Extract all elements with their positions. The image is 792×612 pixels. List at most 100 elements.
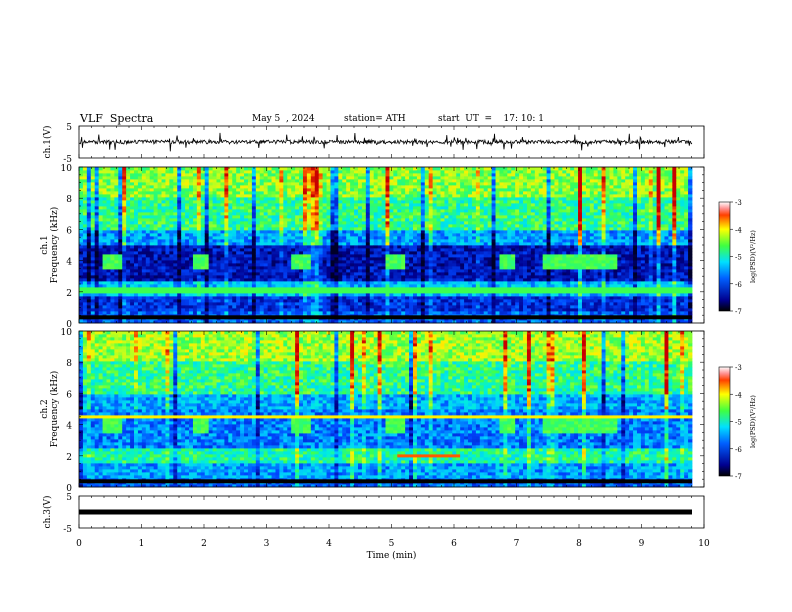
spectrogram-cell <box>212 248 217 252</box>
spectrogram-cell <box>346 272 351 276</box>
spectrogram-cell <box>137 197 143 201</box>
spectrogram-cell <box>79 182 84 186</box>
spectrogram-cell <box>318 299 324 303</box>
spectrogram-cell <box>428 221 434 225</box>
spectrogram-cell <box>122 215 127 219</box>
spectrogram-cell <box>271 242 276 246</box>
spectrogram-cell <box>318 173 324 177</box>
spectrogram-cell <box>208 281 213 285</box>
spectrogram-cell <box>192 206 198 210</box>
spectrogram-cell <box>295 173 300 177</box>
spectrogram-cell <box>149 185 155 189</box>
spectrogram-cell <box>420 302 426 306</box>
spectrogram-cell <box>361 299 367 303</box>
spectrogram-cell <box>153 284 158 288</box>
spectrogram-cell <box>373 242 379 246</box>
spectrogram-cell <box>212 206 217 210</box>
spectrogram-cell <box>189 290 194 294</box>
spectrogram-cell <box>275 194 280 198</box>
spectrogram-cell <box>259 251 265 255</box>
spectrogram-cell <box>334 242 339 246</box>
spectrogram-cell <box>318 203 324 207</box>
spectrogram-cell <box>110 173 115 177</box>
spectrogram-cell <box>318 290 324 294</box>
spectrogram-cell <box>330 200 335 204</box>
spectrogram-cell <box>338 167 343 171</box>
spectrogram-cell <box>134 224 139 228</box>
spectrogram-cell <box>118 305 123 309</box>
spectrogram-cell <box>295 287 300 291</box>
spectrogram-cell <box>287 212 292 216</box>
spectrogram-cell <box>416 293 422 297</box>
spectrogram-cell <box>90 245 96 249</box>
spectrogram-cell <box>157 185 162 189</box>
spectrogram-cell <box>271 260 276 264</box>
spectrogram-cell <box>275 299 280 303</box>
spectrogram-cell <box>381 230 386 234</box>
spectrogram-cell <box>212 239 217 243</box>
spectrogram-cell <box>334 308 339 312</box>
spectrogram-cell <box>173 293 178 297</box>
spectrogram-cell <box>444 302 449 306</box>
spectrogram-cell <box>357 278 363 282</box>
spectrogram-cell <box>169 293 174 297</box>
spectrogram-cell <box>413 227 418 231</box>
spectrogram-cell <box>318 188 324 192</box>
spectrogram-cell <box>318 257 324 261</box>
spectrogram-cell <box>181 248 186 252</box>
spectrogram-cell <box>126 269 131 273</box>
spectrogram-cell <box>365 185 371 189</box>
spectrogram-cell <box>153 287 158 291</box>
spectrogram-cell <box>275 260 280 264</box>
spectrogram-cell <box>267 320 272 324</box>
spectrogram-cell <box>326 272 331 276</box>
spectrogram-cell <box>185 185 190 189</box>
spectrogram-cell <box>244 278 249 282</box>
spectrogram-cell <box>338 188 343 192</box>
spectrogram-cell <box>114 206 119 210</box>
spectrogram-cell <box>279 218 284 222</box>
spectrogram-cell <box>381 242 386 246</box>
spectrogram-cell <box>275 236 280 240</box>
spectrogram-cell <box>413 203 418 207</box>
spectrogram-cell <box>405 257 410 261</box>
spectrogram-cell <box>149 212 155 216</box>
spectrogram-cell <box>204 320 210 324</box>
spectrogram-cell <box>220 215 225 219</box>
spectrogram-cell <box>369 227 375 231</box>
spectrogram-cell <box>334 170 339 174</box>
spectrogram-cell <box>354 170 359 174</box>
spectrogram-cell <box>350 266 355 270</box>
spectrogram-cell <box>267 200 272 204</box>
spectrogram-cell <box>118 197 123 201</box>
spectrogram-cell <box>267 221 272 225</box>
spectrogram-cell <box>385 194 390 198</box>
spectrogram-cell <box>110 284 115 288</box>
spectrogram-cell <box>318 185 324 189</box>
spectrogram-cell <box>90 182 96 186</box>
spectrogram-cell <box>122 257 127 261</box>
spectrogram-cell <box>255 254 261 258</box>
spectrogram-cell <box>432 185 437 189</box>
spectrogram-cell <box>397 239 402 243</box>
spectrogram-cell <box>224 212 229 216</box>
spectrogram-cell <box>173 179 178 183</box>
spectrogram-cell <box>220 251 225 255</box>
spectrogram-cell <box>354 176 359 180</box>
spectrogram-cell <box>401 224 406 228</box>
spectrogram-cell <box>224 278 229 282</box>
spectrogram-cell <box>82 311 88 315</box>
spectrogram-cell <box>444 233 449 237</box>
spectrogram-cell <box>354 206 359 210</box>
spectrogram-cell <box>86 173 92 177</box>
spectrogram-cell <box>334 299 339 303</box>
spectrogram-cell <box>98 176 103 180</box>
spectrogram-cell <box>208 194 213 198</box>
spectrogram-cell <box>357 194 363 198</box>
spectrogram-cell <box>204 293 210 297</box>
spectrogram-cell <box>110 182 115 186</box>
spectrogram-cell <box>314 266 320 270</box>
spectrogram-cell <box>141 284 147 288</box>
spectrogram-cell <box>342 206 347 210</box>
spectrogram-cell <box>185 182 190 186</box>
